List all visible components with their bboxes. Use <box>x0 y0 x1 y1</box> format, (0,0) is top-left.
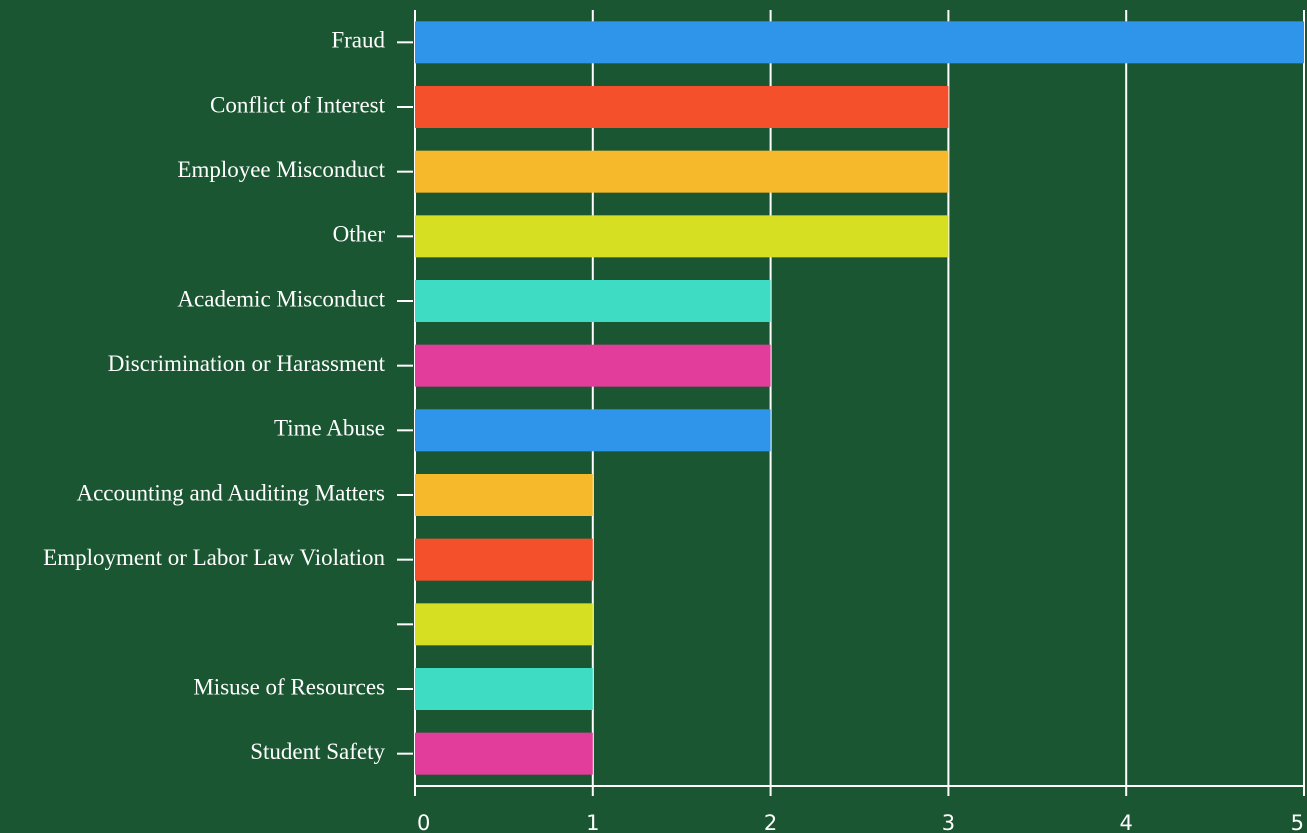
bar <box>415 603 593 646</box>
y-tick-label: Misuse of Resources <box>193 674 385 699</box>
y-tick-label: Employment or Labor Law Violation <box>43 545 385 570</box>
bar <box>415 21 1304 64</box>
x-tick-label: 1 <box>586 811 599 833</box>
bar <box>415 86 949 128</box>
y-tick-label: Time Abuse <box>274 416 385 441</box>
bar <box>415 668 593 710</box>
y-tick-label: Conflict of Interest <box>210 92 386 117</box>
y-tick-label: Other <box>333 222 386 247</box>
x-tick-label: 5 <box>1291 811 1304 833</box>
y-tick-label: Student Safety <box>250 739 385 764</box>
bar <box>415 215 949 258</box>
y-tick-label: Fraud <box>331 28 385 53</box>
bar <box>415 150 949 193</box>
y-tick-label: Academic Misconduct <box>177 286 385 311</box>
x-tick-label: 0 <box>417 811 430 833</box>
x-tick-label: 4 <box>1120 811 1133 833</box>
y-tick-label: Accounting and Auditing Matters <box>76 480 385 505</box>
bar <box>415 409 771 452</box>
x-tick-label: 2 <box>764 811 777 833</box>
bar <box>415 732 593 775</box>
bar <box>415 344 771 387</box>
bar <box>415 474 593 516</box>
bar <box>415 538 593 581</box>
y-tick-label: Discrimination or Harassment <box>108 351 386 376</box>
bar <box>415 280 771 322</box>
y-tick-label: Employee Misconduct <box>177 157 385 182</box>
x-tick-label: 3 <box>942 811 955 833</box>
